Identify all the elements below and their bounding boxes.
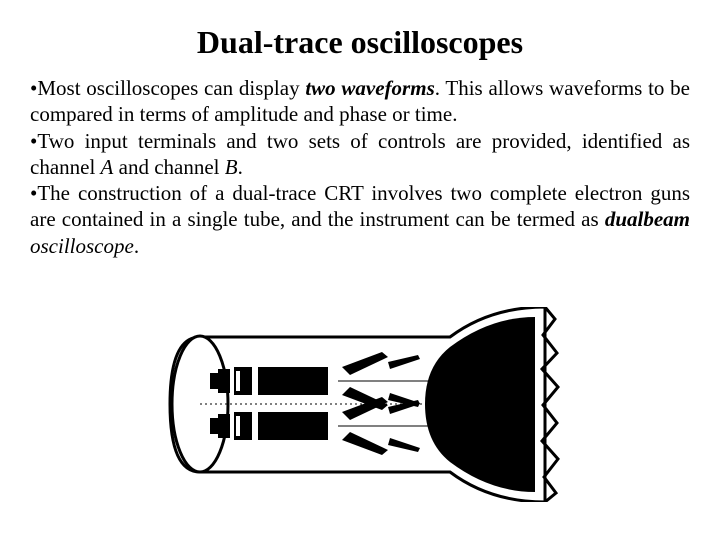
b3d: . xyxy=(134,234,139,258)
crt-illustration xyxy=(30,259,690,540)
bullet-1: •Most oscilloscopes can display two wave… xyxy=(30,75,690,128)
bullet-3: •The construction of a dual-trace CRT in… xyxy=(30,180,690,259)
b2c: and channel xyxy=(113,155,224,179)
b3c: oscilloscope xyxy=(30,234,134,258)
bullet-2: •Two input terminals and two sets of con… xyxy=(30,128,690,181)
body-text: •Most oscilloscopes can display two wave… xyxy=(30,75,690,259)
b2e: . xyxy=(238,155,243,179)
b1a: Most oscilloscopes can display xyxy=(37,76,305,100)
b2b: A xyxy=(101,155,114,179)
b3b: dualbeam xyxy=(605,207,690,231)
b3a: The construction of a dual-trace CRT inv… xyxy=(30,181,690,231)
b1b: two waveforms xyxy=(305,76,434,100)
page-title: Dual-trace oscilloscopes xyxy=(30,24,690,61)
b2d: B xyxy=(225,155,238,179)
